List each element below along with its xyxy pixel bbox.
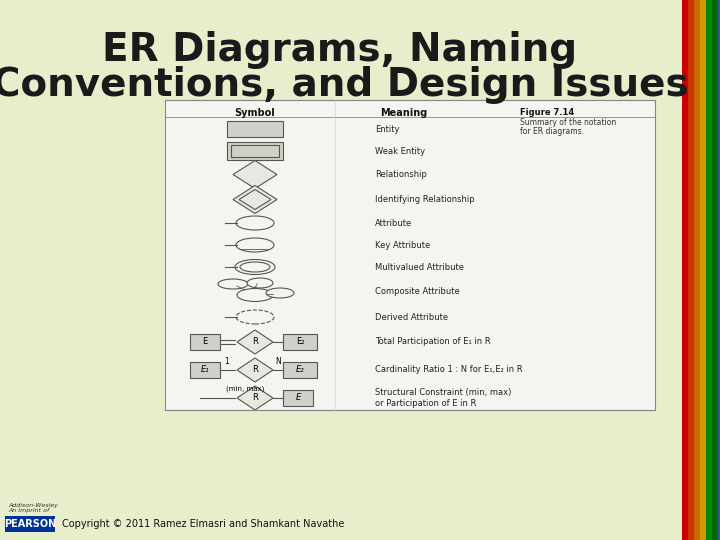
FancyBboxPatch shape bbox=[283, 334, 317, 350]
FancyBboxPatch shape bbox=[165, 100, 655, 410]
Text: R: R bbox=[252, 394, 258, 402]
Text: Copyright © 2011 Ramez Elmasri and Shamkant Navathe: Copyright © 2011 Ramez Elmasri and Shamk… bbox=[62, 519, 344, 529]
Text: Summary of the notation: Summary of the notation bbox=[520, 118, 616, 127]
Polygon shape bbox=[237, 386, 273, 410]
Text: Multivalued Attribute: Multivalued Attribute bbox=[375, 262, 464, 272]
Text: Meaning: Meaning bbox=[380, 108, 427, 118]
FancyBboxPatch shape bbox=[231, 145, 279, 157]
Text: PEARSON: PEARSON bbox=[4, 519, 56, 529]
FancyBboxPatch shape bbox=[700, 0, 706, 540]
Polygon shape bbox=[237, 330, 273, 354]
FancyBboxPatch shape bbox=[283, 390, 313, 406]
Text: R: R bbox=[252, 338, 258, 347]
Ellipse shape bbox=[237, 288, 273, 301]
Text: Cardinality Ratio 1 : N for E₁,E₂ in R: Cardinality Ratio 1 : N for E₁,E₂ in R bbox=[375, 366, 523, 375]
FancyBboxPatch shape bbox=[5, 516, 55, 532]
FancyBboxPatch shape bbox=[694, 0, 700, 540]
Text: 1: 1 bbox=[225, 357, 230, 366]
Ellipse shape bbox=[236, 216, 274, 230]
Text: Relationship: Relationship bbox=[375, 170, 427, 179]
Text: Weak Entity: Weak Entity bbox=[375, 146, 425, 156]
Ellipse shape bbox=[247, 278, 273, 288]
Text: Conventions, and Design Issues: Conventions, and Design Issues bbox=[0, 66, 688, 104]
Text: Symbol: Symbol bbox=[235, 108, 275, 118]
Text: E: E bbox=[202, 338, 207, 347]
Text: Identifying Relationship: Identifying Relationship bbox=[375, 195, 474, 204]
FancyBboxPatch shape bbox=[190, 334, 220, 350]
Text: Addison-Wesley
An Imprint of: Addison-Wesley An Imprint of bbox=[8, 503, 58, 514]
Text: N: N bbox=[275, 357, 281, 366]
Ellipse shape bbox=[218, 279, 248, 289]
Text: Figure 7.14: Figure 7.14 bbox=[520, 108, 575, 117]
FancyBboxPatch shape bbox=[227, 142, 283, 160]
Text: Total Participation of E₁ in R: Total Participation of E₁ in R bbox=[375, 338, 490, 347]
Text: Attribute: Attribute bbox=[375, 219, 413, 227]
Ellipse shape bbox=[240, 262, 270, 272]
Text: for ER diagrams.: for ER diagrams. bbox=[520, 127, 584, 136]
Text: Entity: Entity bbox=[375, 125, 400, 133]
Text: (min, max): (min, max) bbox=[226, 386, 264, 392]
FancyBboxPatch shape bbox=[706, 0, 712, 540]
Text: R: R bbox=[252, 366, 258, 375]
Ellipse shape bbox=[235, 260, 275, 274]
Polygon shape bbox=[233, 160, 277, 188]
Polygon shape bbox=[233, 186, 277, 213]
FancyBboxPatch shape bbox=[688, 0, 694, 540]
FancyBboxPatch shape bbox=[283, 362, 317, 378]
FancyBboxPatch shape bbox=[712, 0, 718, 540]
Text: ER Diagrams, Naming: ER Diagrams, Naming bbox=[102, 31, 577, 69]
Text: Derived Attribute: Derived Attribute bbox=[375, 313, 448, 321]
Ellipse shape bbox=[236, 310, 274, 324]
Text: Key Attribute: Key Attribute bbox=[375, 240, 431, 249]
FancyBboxPatch shape bbox=[190, 362, 220, 378]
FancyBboxPatch shape bbox=[227, 121, 283, 137]
Ellipse shape bbox=[236, 238, 274, 252]
Text: E₂: E₂ bbox=[296, 366, 305, 375]
Text: E: E bbox=[295, 394, 301, 402]
Text: Structural Constraint (min, max)
or Participation of E in R: Structural Constraint (min, max) or Part… bbox=[375, 388, 511, 408]
Text: E₂: E₂ bbox=[296, 338, 305, 347]
FancyBboxPatch shape bbox=[718, 0, 720, 540]
Polygon shape bbox=[237, 358, 273, 382]
Polygon shape bbox=[239, 190, 271, 210]
Text: Composite Attribute: Composite Attribute bbox=[375, 287, 460, 296]
Ellipse shape bbox=[266, 288, 294, 298]
FancyBboxPatch shape bbox=[682, 0, 688, 540]
Text: E₁: E₁ bbox=[201, 366, 210, 375]
